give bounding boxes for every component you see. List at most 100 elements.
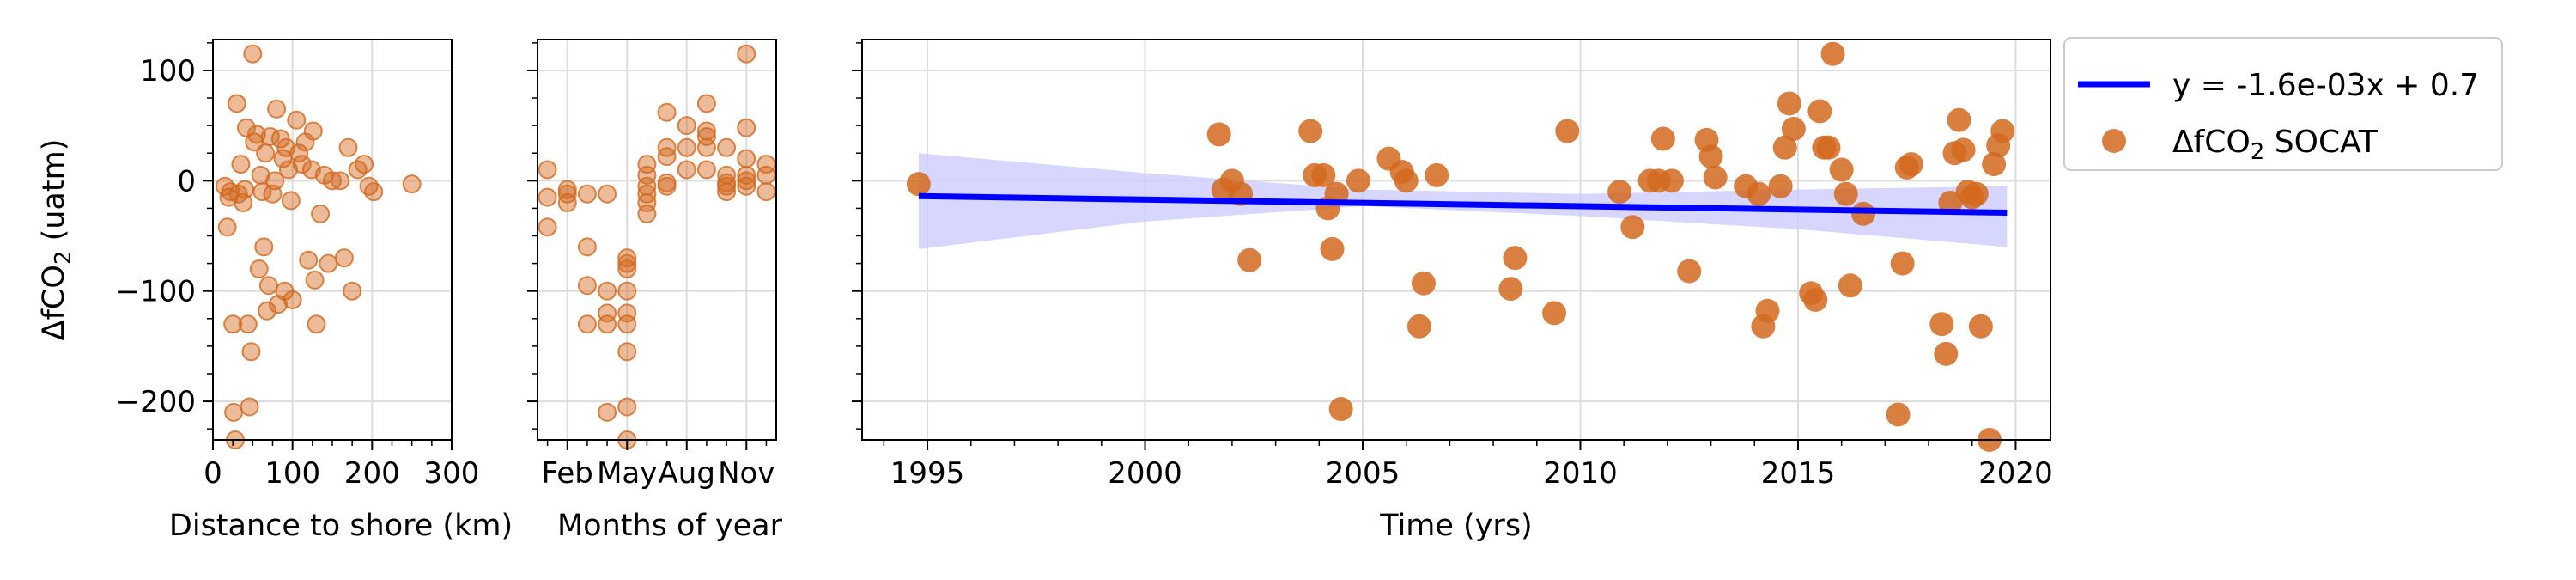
data-point: [617, 253, 637, 273]
data-point: [1982, 152, 2007, 177]
data-point: [637, 204, 657, 223]
data-point: [1650, 126, 1675, 151]
data-point: [717, 173, 737, 192]
data-point: [292, 155, 312, 174]
x-tick-label: 0: [204, 456, 222, 491]
data-point: [1607, 180, 1632, 205]
data-point: [1311, 162, 1336, 187]
data-point: [1406, 314, 1431, 339]
data-point: [331, 171, 350, 191]
legend-box: [2063, 37, 2503, 171]
data-point: [343, 281, 362, 301]
data-point: [756, 165, 776, 185]
data-point: [241, 342, 261, 362]
data-point: [1829, 157, 1854, 182]
data-point: [1425, 162, 1449, 187]
data-point: [598, 184, 617, 204]
data-point: [1503, 246, 1528, 271]
data-point: [538, 217, 557, 237]
data-point: [1411, 271, 1436, 296]
data-point: [1677, 259, 1702, 284]
data-point: [557, 192, 577, 212]
data-point: [246, 125, 266, 144]
data-point: [737, 176, 756, 196]
data-point: [283, 290, 302, 309]
data-point: [657, 176, 677, 196]
x-tick-label: 2000: [1108, 456, 1182, 491]
data-point: [1833, 181, 1858, 206]
data-point: [677, 160, 696, 180]
data-point: [1964, 181, 1989, 206]
axes-frame-time: [861, 39, 2051, 441]
data-point: [538, 160, 557, 180]
data-point: [305, 270, 325, 290]
data-point: [1620, 215, 1645, 240]
data-point: [598, 314, 617, 334]
data-point: [1968, 314, 1993, 339]
data-point: [538, 187, 557, 207]
y-tick-label: 100: [140, 54, 196, 89]
data-point: [1498, 277, 1523, 302]
legend-fit-line-label: y = -1.6e-03x + 0.7: [2172, 68, 2479, 103]
x-tick-label: Aug: [659, 456, 715, 491]
data-point: [249, 259, 269, 279]
data-point: [402, 174, 422, 194]
data-point: [577, 276, 597, 296]
data-point: [906, 172, 931, 197]
data-point: [240, 397, 259, 417]
data-point: [338, 137, 358, 157]
data-point: [577, 237, 597, 257]
data-point: [1929, 312, 1954, 337]
data-point: [617, 397, 637, 417]
data-point: [1990, 119, 2015, 143]
data-point: [1298, 119, 1323, 143]
data-point: [1698, 144, 1723, 169]
y-tick-label: −100: [116, 275, 196, 309]
x-tick-label: 2005: [1326, 456, 1400, 491]
data-point: [258, 301, 277, 321]
confidence-band: [918, 153, 2008, 249]
x-tick-label: 1995: [890, 456, 965, 491]
data-point: [238, 314, 258, 334]
data-point: [1951, 137, 1976, 162]
data-point: [1394, 168, 1419, 193]
data-point: [598, 281, 617, 301]
data-point: [737, 44, 756, 64]
x-tick-label: May: [597, 456, 657, 491]
legend-points-label: ΔfCO2 SOCAT: [2172, 125, 2379, 165]
data-point: [1838, 273, 1862, 298]
data-point: [696, 137, 716, 157]
data-point: [299, 250, 319, 270]
data-point: [737, 171, 756, 191]
x-tick-label: Feb: [542, 456, 593, 491]
data-point: [1851, 201, 1876, 226]
data-point: [1346, 168, 1370, 193]
data-point: [1947, 107, 1971, 132]
legend-points-swatch: [2102, 129, 2126, 153]
data-point: [307, 314, 326, 334]
ticks-time: 1995 2000 2005 2010 2015 2020: [852, 42, 2053, 491]
x-tick-label: 100: [264, 456, 320, 491]
data-point: [287, 110, 307, 130]
data-point: [319, 253, 338, 273]
data-point: [737, 149, 756, 168]
data-point: [311, 204, 331, 223]
data-point: [696, 94, 716, 113]
y-tick-label: −200: [116, 385, 196, 419]
data-point: [617, 259, 637, 279]
data-point: [617, 314, 637, 334]
data-point: [1237, 247, 1262, 272]
data-point: [303, 121, 323, 141]
data-point: [657, 147, 677, 167]
data-point: [1816, 135, 1841, 160]
panel-time: 1995 2000 2005 2010 2015 2020 Time (yrs): [852, 39, 2053, 543]
data-point: [1703, 165, 1728, 190]
data-point: [737, 118, 756, 137]
panel-months: Feb May Aug Nov Months of year: [527, 39, 783, 543]
data-point: [267, 99, 287, 119]
data-point: [696, 160, 716, 180]
data-point: [1206, 122, 1231, 147]
data-point: [1542, 301, 1567, 326]
data-point: [577, 314, 597, 334]
data-point: [717, 137, 737, 157]
